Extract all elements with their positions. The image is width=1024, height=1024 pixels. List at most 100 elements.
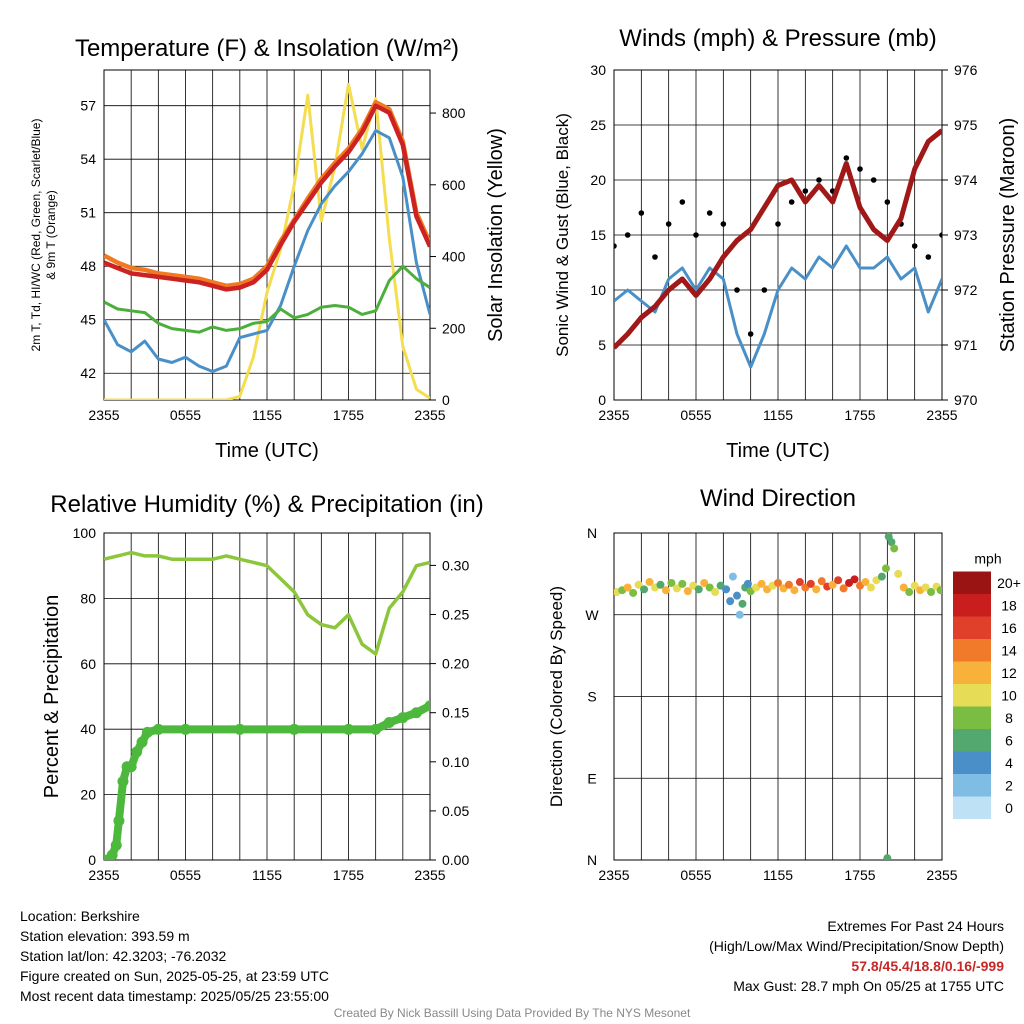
y-tick-label: N <box>587 852 597 868</box>
direction-point <box>735 610 744 619</box>
y-tick-label-right: 800 <box>442 105 466 121</box>
y-axis-label-right: Station Pressure (Maroon) <box>997 118 1019 353</box>
direction-point <box>861 578 870 587</box>
y-tick-label: W <box>585 607 599 623</box>
y-axis-label: Direction (Colored By Speed) <box>547 586 566 807</box>
chart-title: Relative Humidity (%) & Precipitation (i… <box>50 491 483 518</box>
gust-point <box>870 177 877 183</box>
colorbar-swatch <box>953 774 991 797</box>
plot-series-group <box>104 82 430 400</box>
colorbar-swatch <box>953 594 991 617</box>
colorbar-swatch <box>953 639 991 662</box>
direction-point <box>877 572 886 581</box>
gust-point <box>884 199 891 205</box>
y-tick-label-right: 973 <box>954 227 978 243</box>
y-tick-label: 20 <box>590 172 606 188</box>
x-tick-label: 1155 <box>252 407 282 423</box>
gust-point <box>679 199 686 205</box>
x-tick-label: 0555 <box>680 867 711 883</box>
direction-point <box>667 578 676 587</box>
y-tick-label: 30 <box>590 62 606 78</box>
gust-point <box>857 166 863 172</box>
y-tick-label: 42 <box>80 365 96 381</box>
y-tick-label-right: 0.30 <box>442 557 469 573</box>
extremes-subtitle: (High/Low/Max Wind/Precipitation/Snow De… <box>709 938 1004 954</box>
y-tick-label-right: 976 <box>954 62 978 78</box>
pressure-line <box>614 128 942 350</box>
colorbar-label: 14 <box>1001 642 1017 658</box>
extremes-values: 57.8/45.4/18.8/0.16/-999 <box>851 958 1004 974</box>
direction-point <box>683 587 692 596</box>
y-tick-label: 10 <box>590 282 606 298</box>
wind-line <box>614 244 942 369</box>
gust-point <box>911 243 918 249</box>
direction-point <box>905 588 914 597</box>
colorbar-swatch <box>953 706 991 729</box>
colorbar-label: 8 <box>1005 710 1013 726</box>
y-tick-label-right: 0.05 <box>442 803 469 819</box>
direction-point <box>743 579 752 588</box>
colorbar-swatch <box>953 796 991 819</box>
gust-point <box>734 287 740 293</box>
direction-point <box>887 538 896 547</box>
colorbar-swatch <box>953 571 991 594</box>
y-tick-label: 40 <box>80 721 96 737</box>
y-tick-label-right: 970 <box>954 392 978 408</box>
y-tick-label-right: 971 <box>954 337 978 353</box>
gust-point <box>939 232 942 238</box>
direction-point <box>817 577 826 586</box>
direction-point <box>881 564 890 573</box>
direction-point <box>784 580 793 589</box>
direction-point <box>645 578 654 587</box>
y-tick-label-right: 400 <box>442 249 466 265</box>
gust-point <box>706 210 713 216</box>
y-tick-label-right: 972 <box>954 282 978 298</box>
colorbar-label: 0 <box>1005 800 1013 816</box>
plot-series-group <box>104 550 430 860</box>
y-tick-label: 5 <box>598 337 606 353</box>
direction-point <box>728 572 737 581</box>
y-tick-label-right: 0.10 <box>442 754 469 770</box>
direction-point <box>927 588 936 597</box>
x-tick-label: 1755 <box>844 407 875 423</box>
direction-point <box>806 579 815 588</box>
gust-point <box>816 177 822 183</box>
y-tick-label-right: 0.00 <box>442 852 469 868</box>
y-tick-label-right: 200 <box>442 320 466 336</box>
x-tick-label: 1755 <box>844 867 875 883</box>
gust-point <box>652 254 658 260</box>
x-tick-label: 2355 <box>926 867 957 883</box>
y-tick-label: 100 <box>73 525 97 541</box>
y-tick-label-right: 0.20 <box>442 656 469 672</box>
colorbar-title: mph <box>974 551 1001 567</box>
direction-point <box>678 579 687 588</box>
direction-point <box>738 599 747 608</box>
y-tick-label-right: 0 <box>442 392 450 408</box>
direction-point <box>705 583 714 592</box>
colorbar-swatch <box>953 684 991 707</box>
y-tick-label: N <box>587 525 597 541</box>
direction-point <box>921 583 930 592</box>
gust-point <box>788 199 795 205</box>
y-tick-label: 0 <box>88 852 96 868</box>
x-tick-label: 1155 <box>763 407 793 423</box>
gust-point <box>802 188 809 194</box>
dewpoint-line <box>104 264 430 334</box>
x-tick-label: 2355 <box>598 407 629 423</box>
direction-point <box>700 578 709 587</box>
direction-point <box>722 585 731 594</box>
precip-line <box>104 702 430 860</box>
station-latlon: Station lat/lon: 42.3203; -76.2032 <box>20 948 227 964</box>
chart-title: Temperature (F) & Insolation (W/m²) <box>75 35 459 62</box>
y-tick-label: 25 <box>590 117 606 133</box>
direction-point <box>910 581 919 590</box>
y-tick-label: S <box>587 689 596 705</box>
x-tick-label: 1755 <box>333 867 364 883</box>
y-axis-label: Sonic Wind & Gust (Blue, Black) <box>553 113 572 357</box>
max-gust: Max Gust: 28.7 mph On 05/25 at 1755 UTC <box>733 978 1004 994</box>
y-tick-label: E <box>587 770 596 786</box>
gust-point <box>925 254 932 260</box>
gust-point <box>614 243 617 249</box>
plot-series-group <box>614 533 942 860</box>
